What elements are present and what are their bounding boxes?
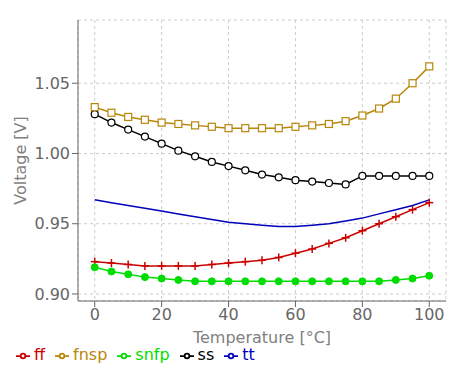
svg-text:Temperature [°C]: Temperature [°C]: [192, 328, 331, 347]
svg-text:60: 60: [285, 305, 305, 324]
svg-text:0: 0: [90, 305, 100, 324]
svg-text:Voltage [V]: Voltage [V]: [11, 116, 30, 205]
svg-text:0.95: 0.95: [34, 214, 70, 233]
svg-text:40: 40: [218, 305, 238, 324]
svg-text:20: 20: [151, 305, 171, 324]
html-text:fnsp: fnsp: [73, 345, 108, 364]
html-text:snfp: snfp: [135, 345, 170, 364]
html-text:tt: tt: [242, 345, 255, 364]
svg-text:1.05: 1.05: [34, 74, 70, 93]
svg-text:0.90: 0.90: [34, 285, 70, 304]
svg-text:1.00: 1.00: [34, 144, 70, 163]
html-text:ss: ss: [197, 345, 215, 364]
html-text:ff: ff: [34, 345, 45, 364]
svg-text:80: 80: [352, 305, 372, 324]
svg-text:100: 100: [414, 305, 445, 324]
